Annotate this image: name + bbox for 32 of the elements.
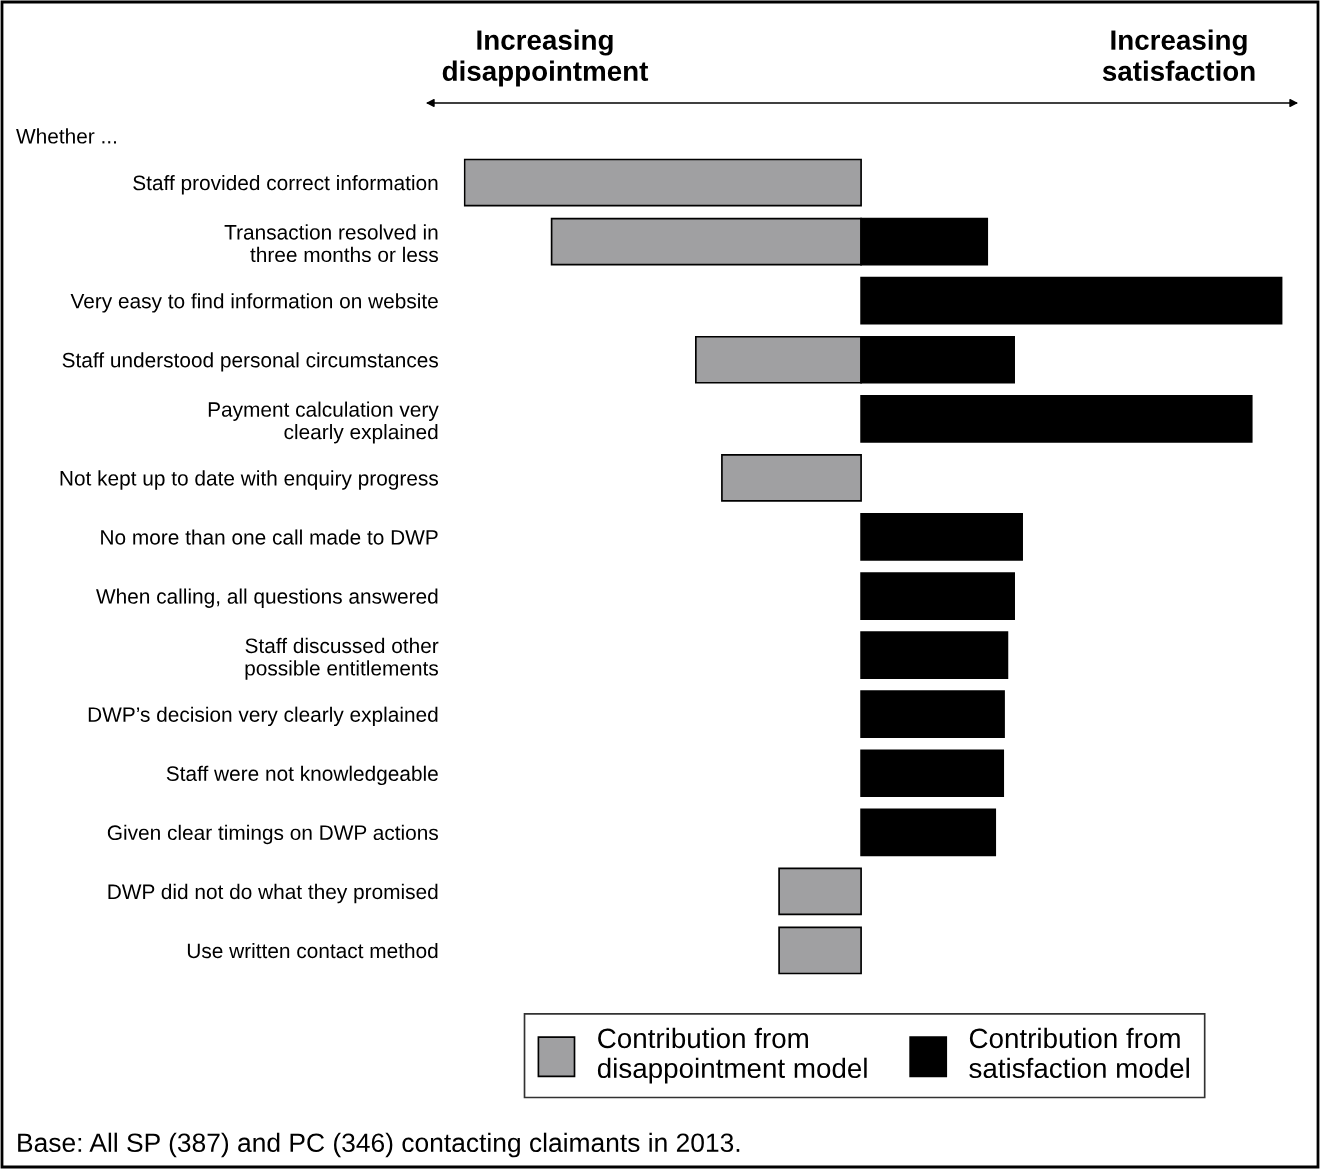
bar — [860, 513, 1023, 561]
text: Increasing disappointment — [442, 29, 649, 87]
y-tick-label: Use written contact method — [187, 942, 438, 959]
legend-label: Contribution from satisfaction model — [969, 1027, 1189, 1079]
text: Increasing satisfaction — [1102, 29, 1255, 81]
bar — [778, 926, 862, 975]
text: Whether ... — [16, 128, 116, 144]
y-tick-label: Staff were not knowledgeable — [166, 765, 438, 786]
bar — [860, 690, 1005, 739]
y-tick-label: No more than one call made to DWP — [101, 529, 438, 545]
y-tick-label: DWP’s decision very clearly explained — [88, 706, 438, 727]
bar — [860, 631, 1009, 679]
bar — [778, 867, 862, 916]
legend-label: Contribution from disappointment model — [597, 1027, 867, 1084]
y-tick-label: When calling, all questions answered — [96, 588, 438, 608]
y-tick-label: Staff provided correct information — [133, 174, 438, 195]
y-tick-label: Given clear timings on DWP actions — [107, 824, 438, 845]
y-tick-label: Staff understood personal circumstances — [62, 352, 438, 372]
y-tick-label: Very easy to find information on website — [70, 293, 438, 313]
y-tick-label: Payment calculation very clearly explained — [208, 401, 439, 444]
y-tick-label: DWP did not do what they promised — [108, 883, 438, 904]
bar — [860, 572, 1015, 620]
bar — [721, 454, 862, 502]
y-tick-label: Transaction resolved in three months or less — [224, 224, 438, 263]
y-tick-label: Not kept up to date with enquiry progress — [60, 470, 438, 490]
bar — [860, 749, 1005, 798]
text: Base: All SP (387) and PC (346) contacting claimants in 2013. — [18, 1132, 740, 1158]
bar — [860, 394, 1253, 443]
y-tick-label: Staff discussed other possible entitlements — [245, 637, 439, 680]
bar — [860, 808, 997, 857]
bar — [463, 158, 862, 207]
bar — [860, 276, 1283, 325]
